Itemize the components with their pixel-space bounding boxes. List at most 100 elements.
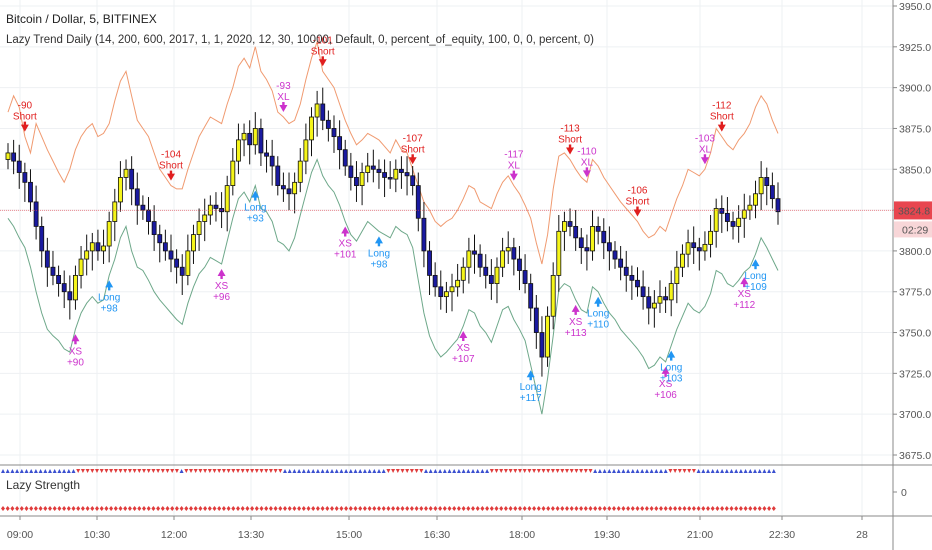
candle-body[interactable] xyxy=(280,185,286,190)
candle-body[interactable] xyxy=(129,168,135,190)
candle-body[interactable] xyxy=(44,250,50,268)
signal-arrow-down-icon[interactable] xyxy=(20,124,29,132)
candle-body[interactable] xyxy=(663,296,669,301)
candle-body[interactable] xyxy=(78,258,84,276)
candle-body[interactable] xyxy=(640,286,646,298)
candle-body[interactable] xyxy=(573,226,579,239)
candle-body[interactable] xyxy=(646,296,652,309)
signal-arrow-down-icon[interactable] xyxy=(700,157,709,165)
candle-body[interactable] xyxy=(275,165,281,187)
candle-body[interactable] xyxy=(112,201,118,222)
candle-body[interactable] xyxy=(365,165,371,173)
candle-body[interactable] xyxy=(269,155,275,167)
candle-body[interactable] xyxy=(33,201,39,227)
candle-body[interactable] xyxy=(185,250,191,276)
candle-body[interactable] xyxy=(629,274,635,281)
candle-body[interactable] xyxy=(359,172,365,186)
candle-body[interactable] xyxy=(769,185,775,200)
candle-body[interactable] xyxy=(117,177,123,203)
candle-body[interactable] xyxy=(477,253,483,268)
candle-body[interactable] xyxy=(578,237,584,249)
candle-body[interactable] xyxy=(539,332,545,358)
candle-body[interactable] xyxy=(241,132,247,141)
candle-body[interactable] xyxy=(747,204,753,211)
candle-body[interactable] xyxy=(236,139,241,162)
candle-body[interactable] xyxy=(325,119,331,129)
candle-body[interactable] xyxy=(567,221,573,227)
candle-body[interactable] xyxy=(11,152,17,162)
candle-body[interactable] xyxy=(39,226,45,252)
signal-arrow-up-icon[interactable] xyxy=(594,296,603,304)
candle-body[interactable] xyxy=(202,214,208,222)
candle-body[interactable] xyxy=(449,286,455,293)
candle-body[interactable] xyxy=(106,221,112,247)
candle-body[interactable] xyxy=(140,204,146,211)
candle-body[interactable] xyxy=(56,274,62,284)
signal-arrow-up-icon[interactable] xyxy=(459,331,468,339)
candle-body[interactable] xyxy=(685,242,691,255)
signal-arrow-down-icon[interactable] xyxy=(318,59,327,67)
candle-body[interactable] xyxy=(292,181,298,195)
signal-arrow-up-icon[interactable] xyxy=(751,259,760,267)
candle-body[interactable] xyxy=(16,160,22,173)
signal-arrow-up-icon[interactable] xyxy=(374,236,383,244)
signal-arrow-up-icon[interactable] xyxy=(251,190,260,198)
candle-body[interactable] xyxy=(95,242,101,252)
candle-body[interactable] xyxy=(696,247,702,252)
candle-body[interactable] xyxy=(151,221,157,235)
signal-arrow-up-icon[interactable] xyxy=(571,304,580,312)
candle-body[interactable] xyxy=(606,242,612,252)
candle-body[interactable] xyxy=(303,139,309,162)
candle-body[interactable] xyxy=(162,242,168,252)
candle-body[interactable] xyxy=(67,291,73,301)
candle-body[interactable] xyxy=(382,172,387,178)
candle-body[interactable] xyxy=(764,177,770,187)
candle-body[interactable] xyxy=(348,165,354,178)
candle-body[interactable] xyxy=(753,193,758,206)
candle-body[interactable] xyxy=(404,172,410,177)
signal-arrow-up-icon[interactable] xyxy=(661,366,670,374)
candle-body[interactable] xyxy=(337,136,343,151)
candle-body[interactable] xyxy=(438,286,444,298)
candle-body[interactable] xyxy=(84,250,90,260)
candle-body[interactable] xyxy=(314,103,320,118)
candle-body[interactable] xyxy=(736,217,742,227)
candle-body[interactable] xyxy=(545,315,550,358)
candle-body[interactable] xyxy=(443,291,449,298)
candle-body[interactable] xyxy=(724,212,730,222)
candle-body[interactable] xyxy=(775,198,781,213)
candle-body[interactable] xyxy=(309,116,314,141)
candle-body[interactable] xyxy=(691,242,697,249)
candle-body[interactable] xyxy=(168,250,174,260)
candle-body[interactable] xyxy=(601,230,607,244)
candle-body[interactable] xyxy=(455,279,461,288)
candle-body[interactable] xyxy=(562,221,567,232)
candle-body[interactable] xyxy=(224,185,230,213)
candle-body[interactable] xyxy=(427,250,432,276)
candle-body[interactable] xyxy=(196,221,202,235)
candle-body[interactable] xyxy=(674,266,680,284)
candle-body[interactable] xyxy=(741,209,747,219)
candle-body[interactable] xyxy=(73,274,78,301)
candle-body[interactable] xyxy=(331,128,337,138)
candle-body[interactable] xyxy=(494,266,500,284)
candle-body[interactable] xyxy=(719,208,725,214)
signal-arrow-up-icon[interactable] xyxy=(667,350,676,358)
candle-body[interactable] xyxy=(28,181,33,203)
candle-body[interactable] xyxy=(174,258,180,268)
candle-body[interactable] xyxy=(758,177,764,195)
candle-body[interactable] xyxy=(376,168,382,173)
candle-body[interactable] xyxy=(101,245,106,252)
signal-arrow-up-icon[interactable] xyxy=(740,277,749,285)
indicator-legend[interactable]: Lazy Trend Daily (14, 200, 600, 2017, 1,… xyxy=(6,34,594,46)
candle-body[interactable] xyxy=(595,226,601,232)
candle-body[interactable] xyxy=(320,103,326,121)
subpanel-title[interactable]: Lazy Strength xyxy=(6,478,81,492)
candle-body[interactable] xyxy=(668,283,674,301)
signal-arrow-up-icon[interactable] xyxy=(217,268,226,276)
candle-body[interactable] xyxy=(393,168,399,180)
candle-body[interactable] xyxy=(584,247,590,252)
candle-body[interactable] xyxy=(61,283,67,293)
candle-body[interactable] xyxy=(460,266,466,281)
